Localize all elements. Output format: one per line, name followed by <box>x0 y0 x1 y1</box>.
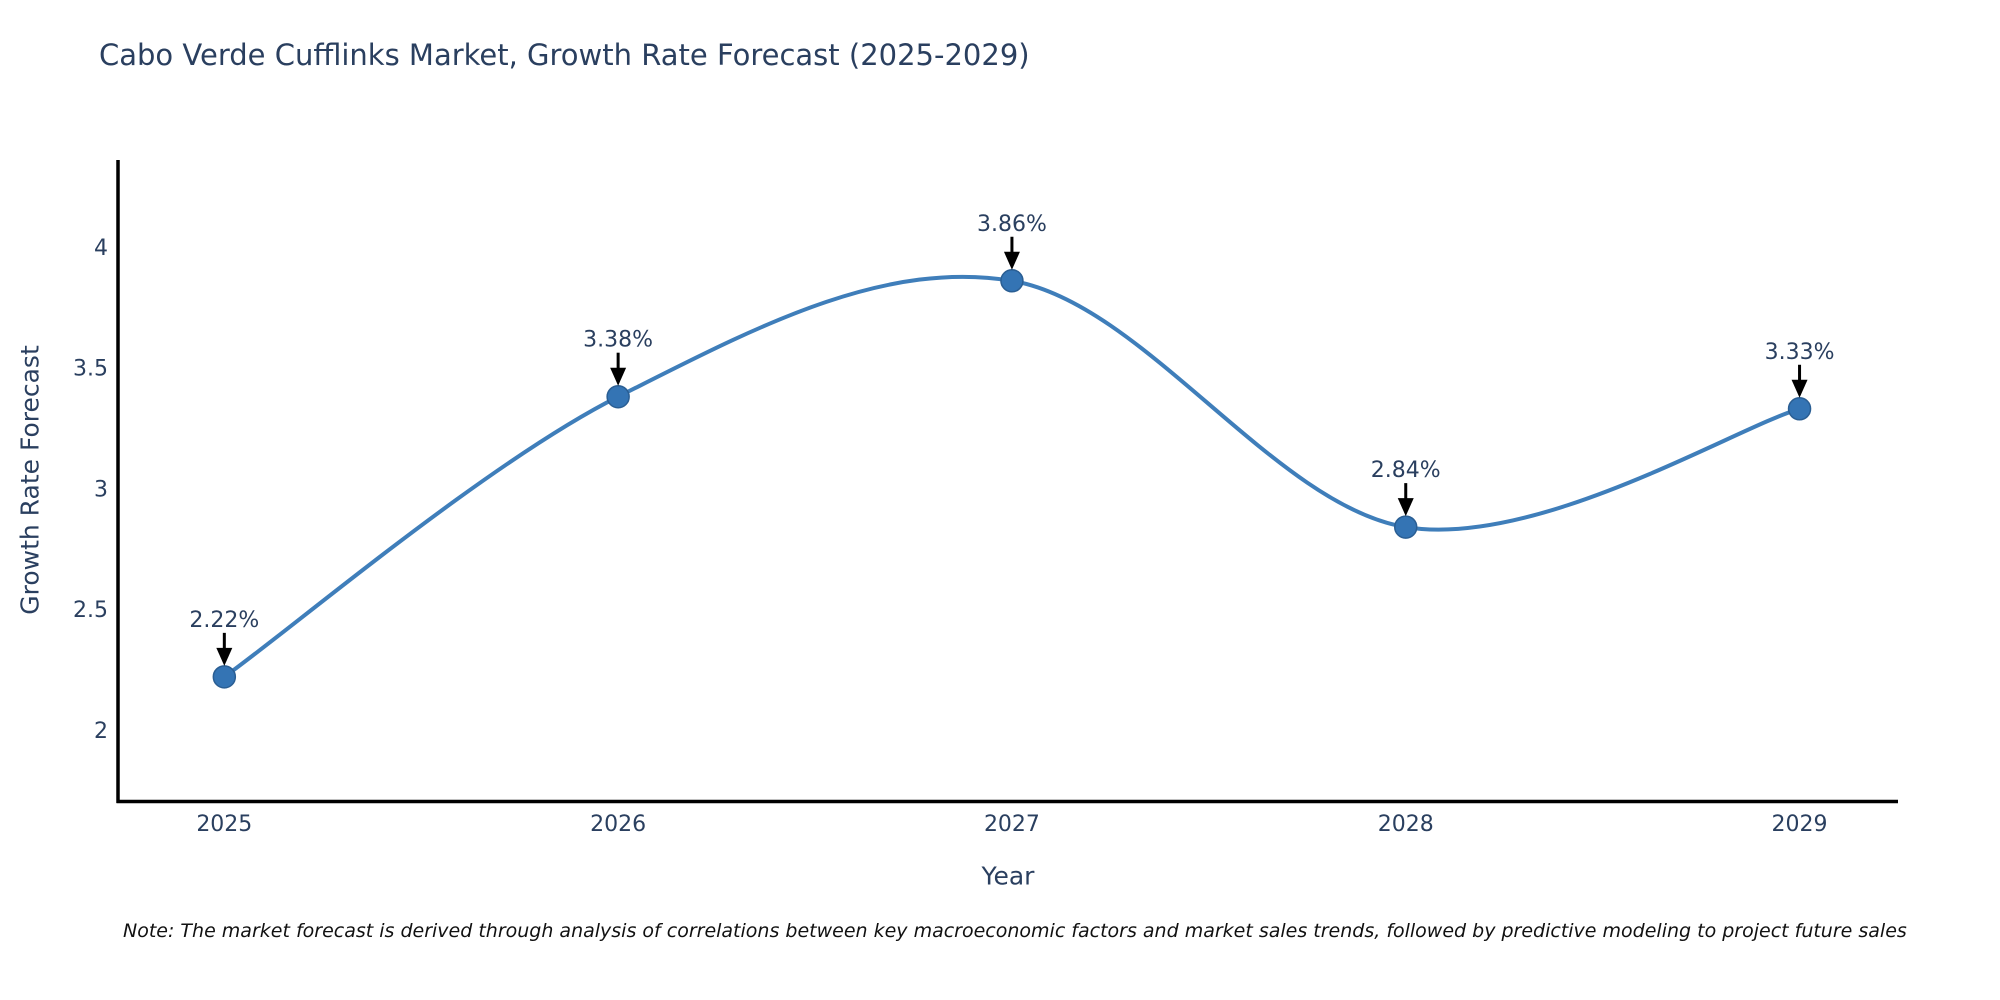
data-point-label: 3.38% <box>583 328 653 353</box>
trend-line <box>222 274 1802 679</box>
y-tick-label: 2 <box>94 719 108 744</box>
y-tick-label: 2.5 <box>73 598 108 623</box>
data-point-label: 3.86% <box>977 212 1047 237</box>
annotation-arrow-head <box>610 367 627 386</box>
x-axis-title: Year <box>981 861 1035 891</box>
x-tick-label: 2028 <box>1378 812 1434 837</box>
footnote: Note: The market forecast is derived thr… <box>123 920 1907 942</box>
annotation-arrow-head <box>1397 498 1414 517</box>
data-point-marker <box>1000 269 1024 293</box>
y-tick-label: 3.5 <box>73 357 108 382</box>
data-point-marker <box>212 665 237 689</box>
data-point-marker <box>1393 515 1418 539</box>
annotation-arrow-head <box>1003 251 1020 270</box>
annotation-arrow-head <box>216 647 233 666</box>
x-tick-label: 2025 <box>196 812 252 837</box>
data-point-marker <box>1787 397 1812 421</box>
data-point-label: 2.22% <box>189 608 259 633</box>
y-tick-label: 3 <box>94 477 108 502</box>
annotation-arrow-head <box>1791 379 1808 398</box>
x-tick-label: 2027 <box>984 812 1040 837</box>
y-tick-label: 4 <box>94 236 108 261</box>
x-tick-label: 2026 <box>590 812 646 837</box>
chart-title: Cabo Verde Cufflinks Market, Growth Rate… <box>99 38 1030 72</box>
data-point-label: 3.33% <box>1765 340 1835 365</box>
data-point-marker <box>606 384 630 409</box>
data-point-label: 2.84% <box>1371 458 1441 483</box>
x-tick-label: 2029 <box>1772 812 1828 837</box>
